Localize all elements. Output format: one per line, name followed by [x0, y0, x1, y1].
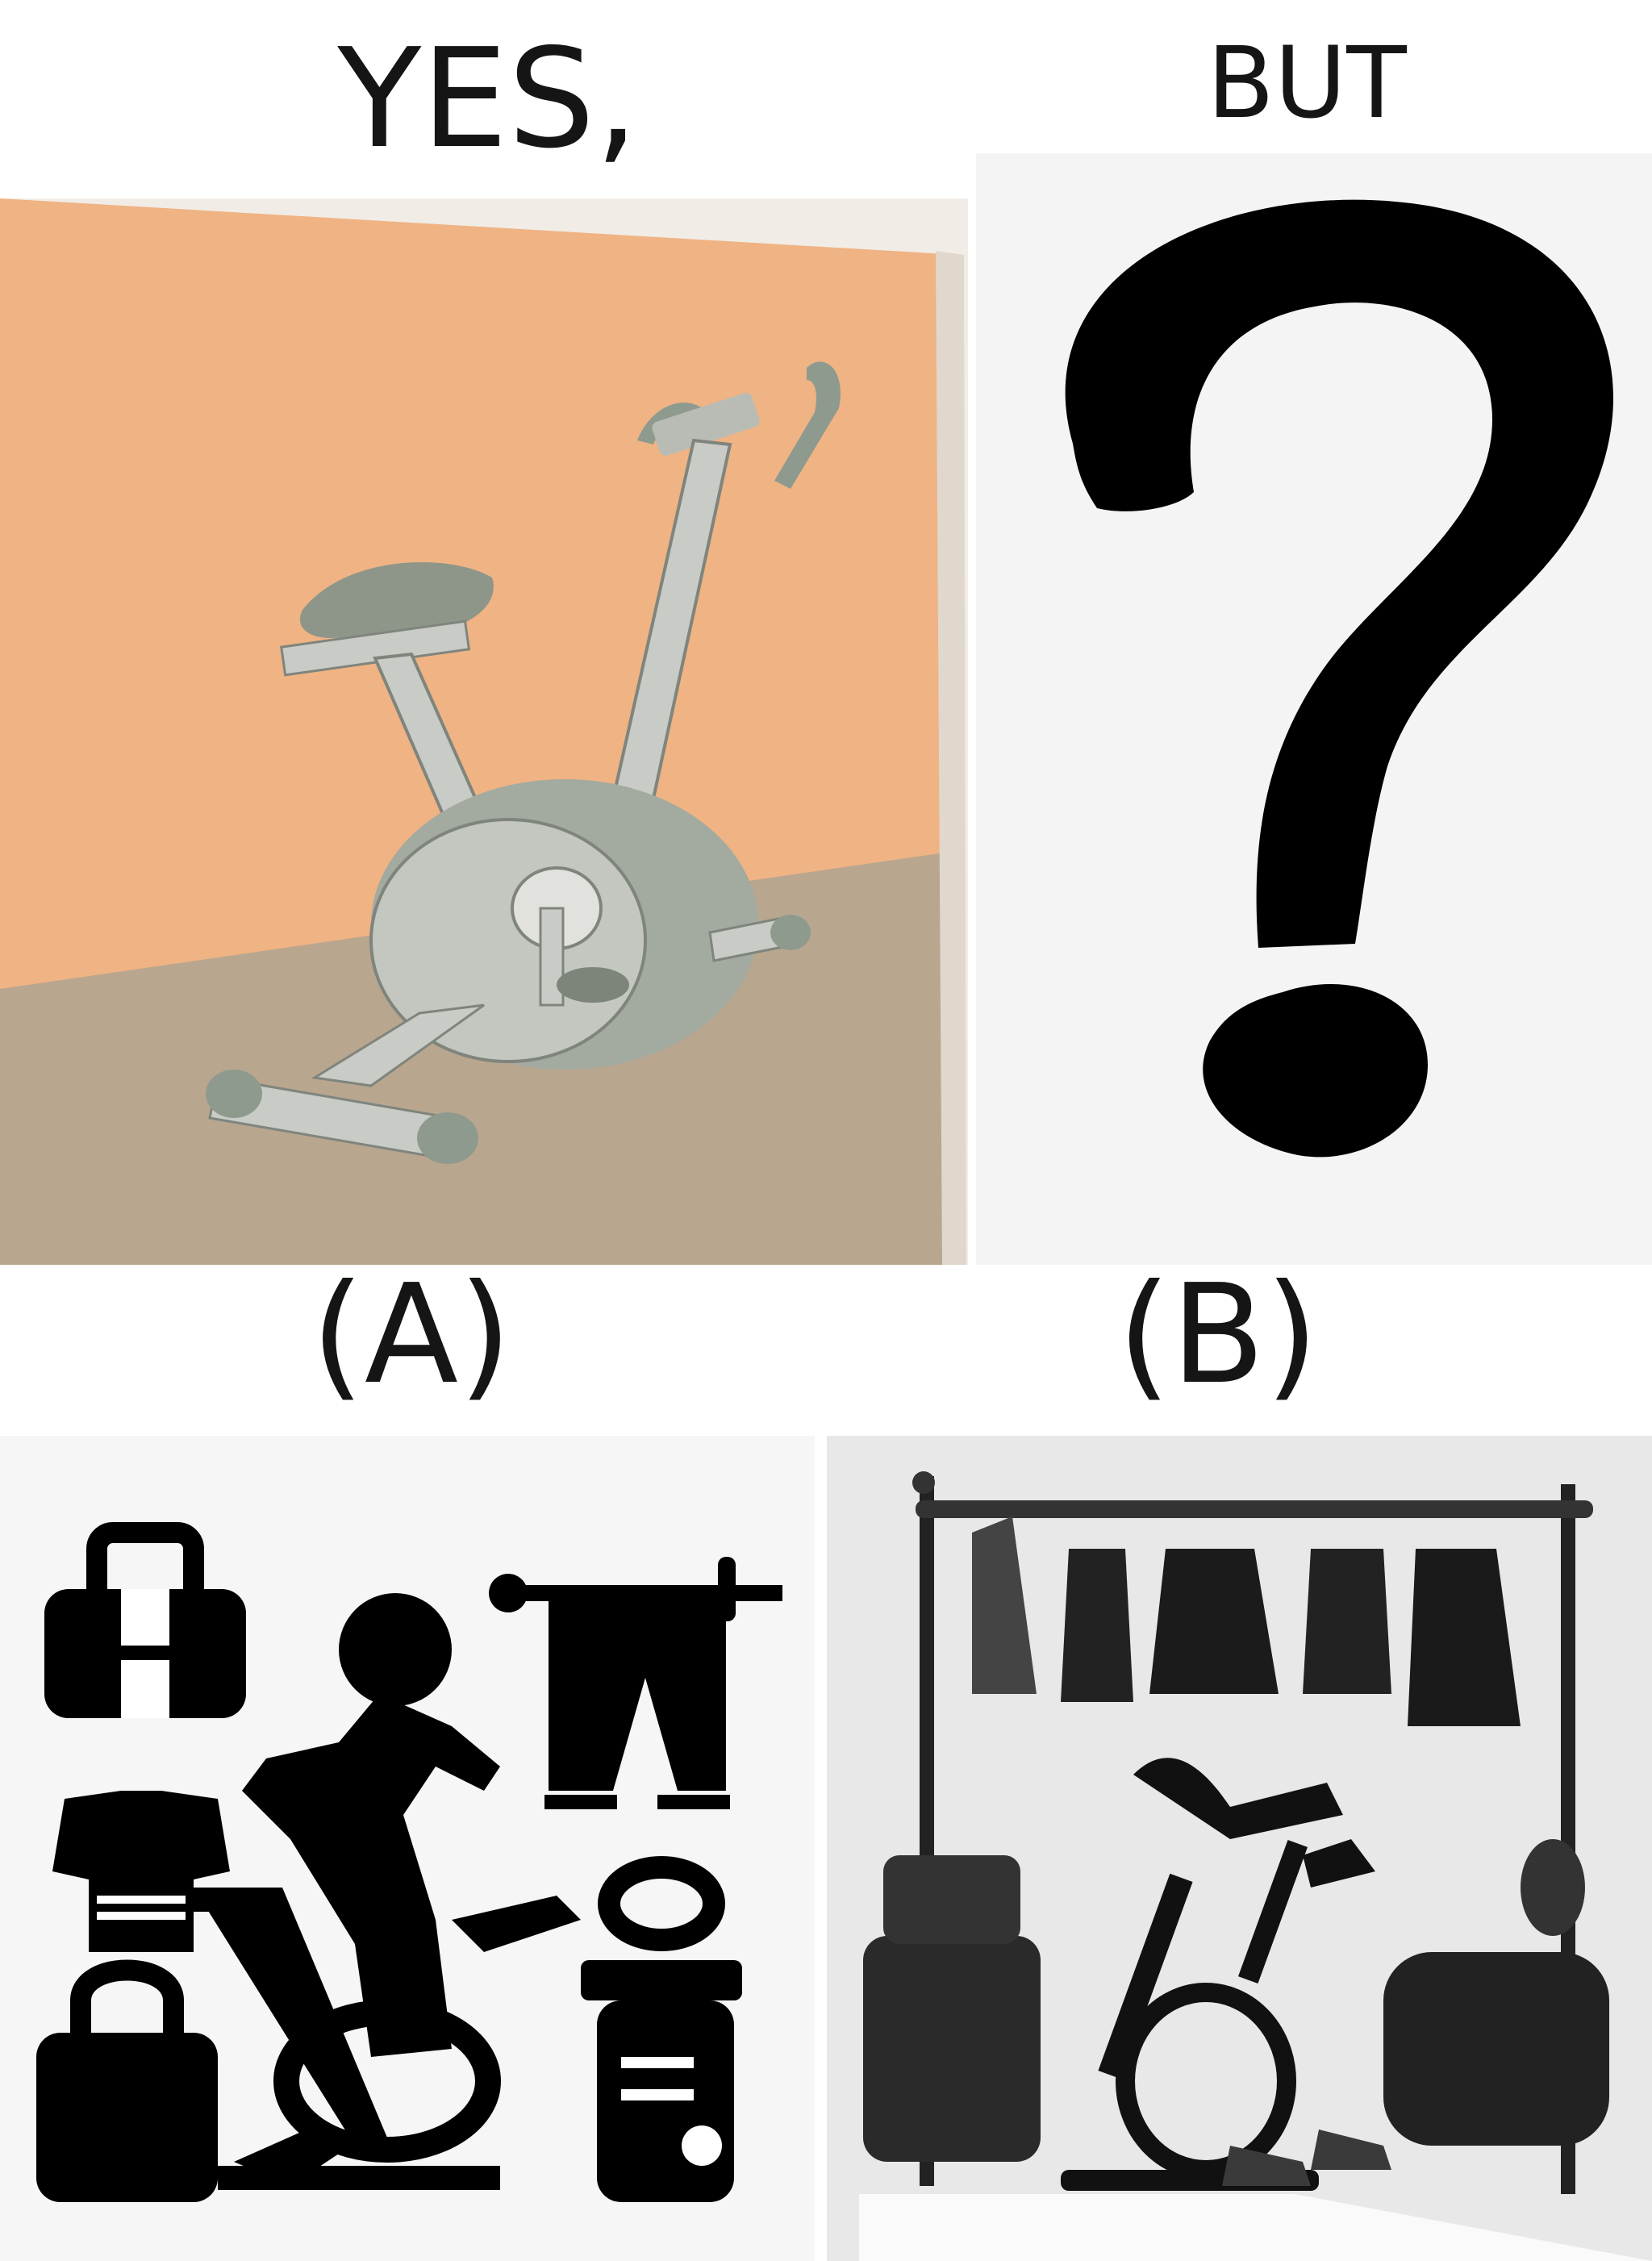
yes-label: YES,: [337, 19, 639, 179]
choice-label-a: (A): [311, 1255, 512, 1415]
pants-on-rack-icon: [489, 1557, 782, 1809]
gym-clothes-rack-scene: [827, 1436, 1652, 2261]
option-a-panel[interactable]: [0, 1436, 815, 2261]
cyclist-on-bike-icon: [194, 1593, 581, 2190]
cooler-box-icon: [581, 1856, 742, 2202]
question-mark-icon: [976, 153, 1652, 1265]
tote-bag-icon: [36, 1959, 218, 2202]
exercise-bike-illustration: [0, 198, 968, 1265]
but-panel: [976, 153, 1652, 1265]
but-label: BUT: [1207, 26, 1407, 140]
choice-label-b: (B): [1117, 1255, 1319, 1415]
yes-panel: [0, 198, 968, 1265]
duffle-bag-icon: [44, 1522, 246, 1718]
fitness-icon-set: [0, 1436, 815, 2261]
option-b-panel[interactable]: [827, 1436, 1652, 2261]
shirt-icon: [52, 1791, 230, 1952]
